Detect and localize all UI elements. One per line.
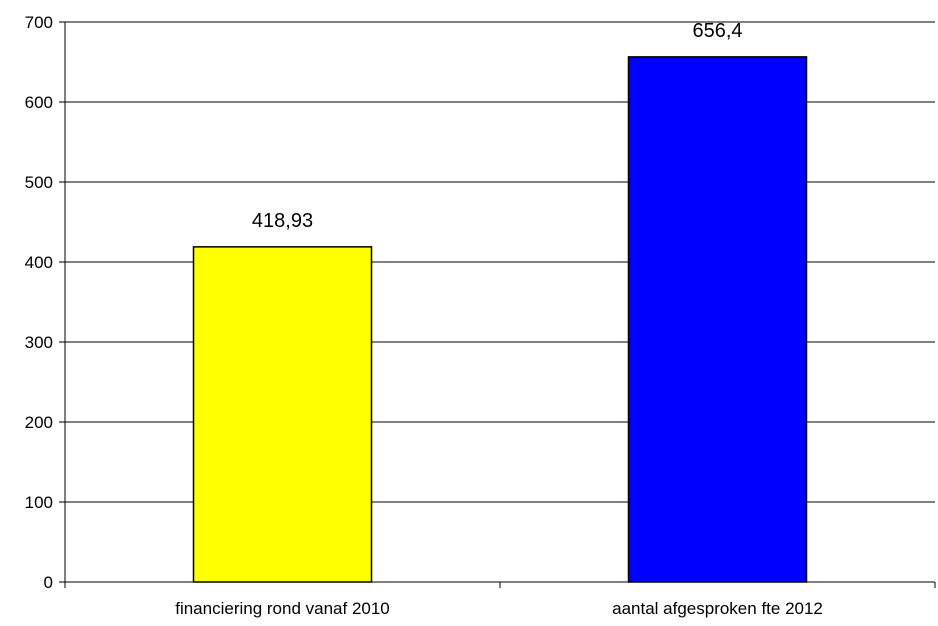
data-label: 656,4 xyxy=(692,20,742,42)
bar-2 xyxy=(627,56,808,583)
bars xyxy=(192,56,808,583)
y-tick-label: 300 xyxy=(25,333,53,352)
data-labels: 418,93 656,4 xyxy=(252,20,743,232)
y-tick-labels: 0 100 200 300 400 500 600 700 xyxy=(25,13,53,592)
y-tick-label: 100 xyxy=(25,493,53,512)
x-category-labels: financiering rond vanaf 2010 aantal afges… xyxy=(175,599,823,618)
axes xyxy=(59,21,936,588)
data-label: 418,93 xyxy=(252,210,313,232)
y-tick-label: 700 xyxy=(25,13,53,32)
x-category-label: aantal afgesproken fte 2012 xyxy=(612,599,823,618)
x-category-label: financiering rond vanaf 2010 xyxy=(175,599,390,618)
y-tick-label: 0 xyxy=(44,573,53,592)
bar-1 xyxy=(192,246,373,583)
y-tick-label: 400 xyxy=(25,253,53,272)
y-tick-label: 200 xyxy=(25,413,53,432)
y-tick-label: 500 xyxy=(25,173,53,192)
y-tick-label: 600 xyxy=(25,93,53,112)
